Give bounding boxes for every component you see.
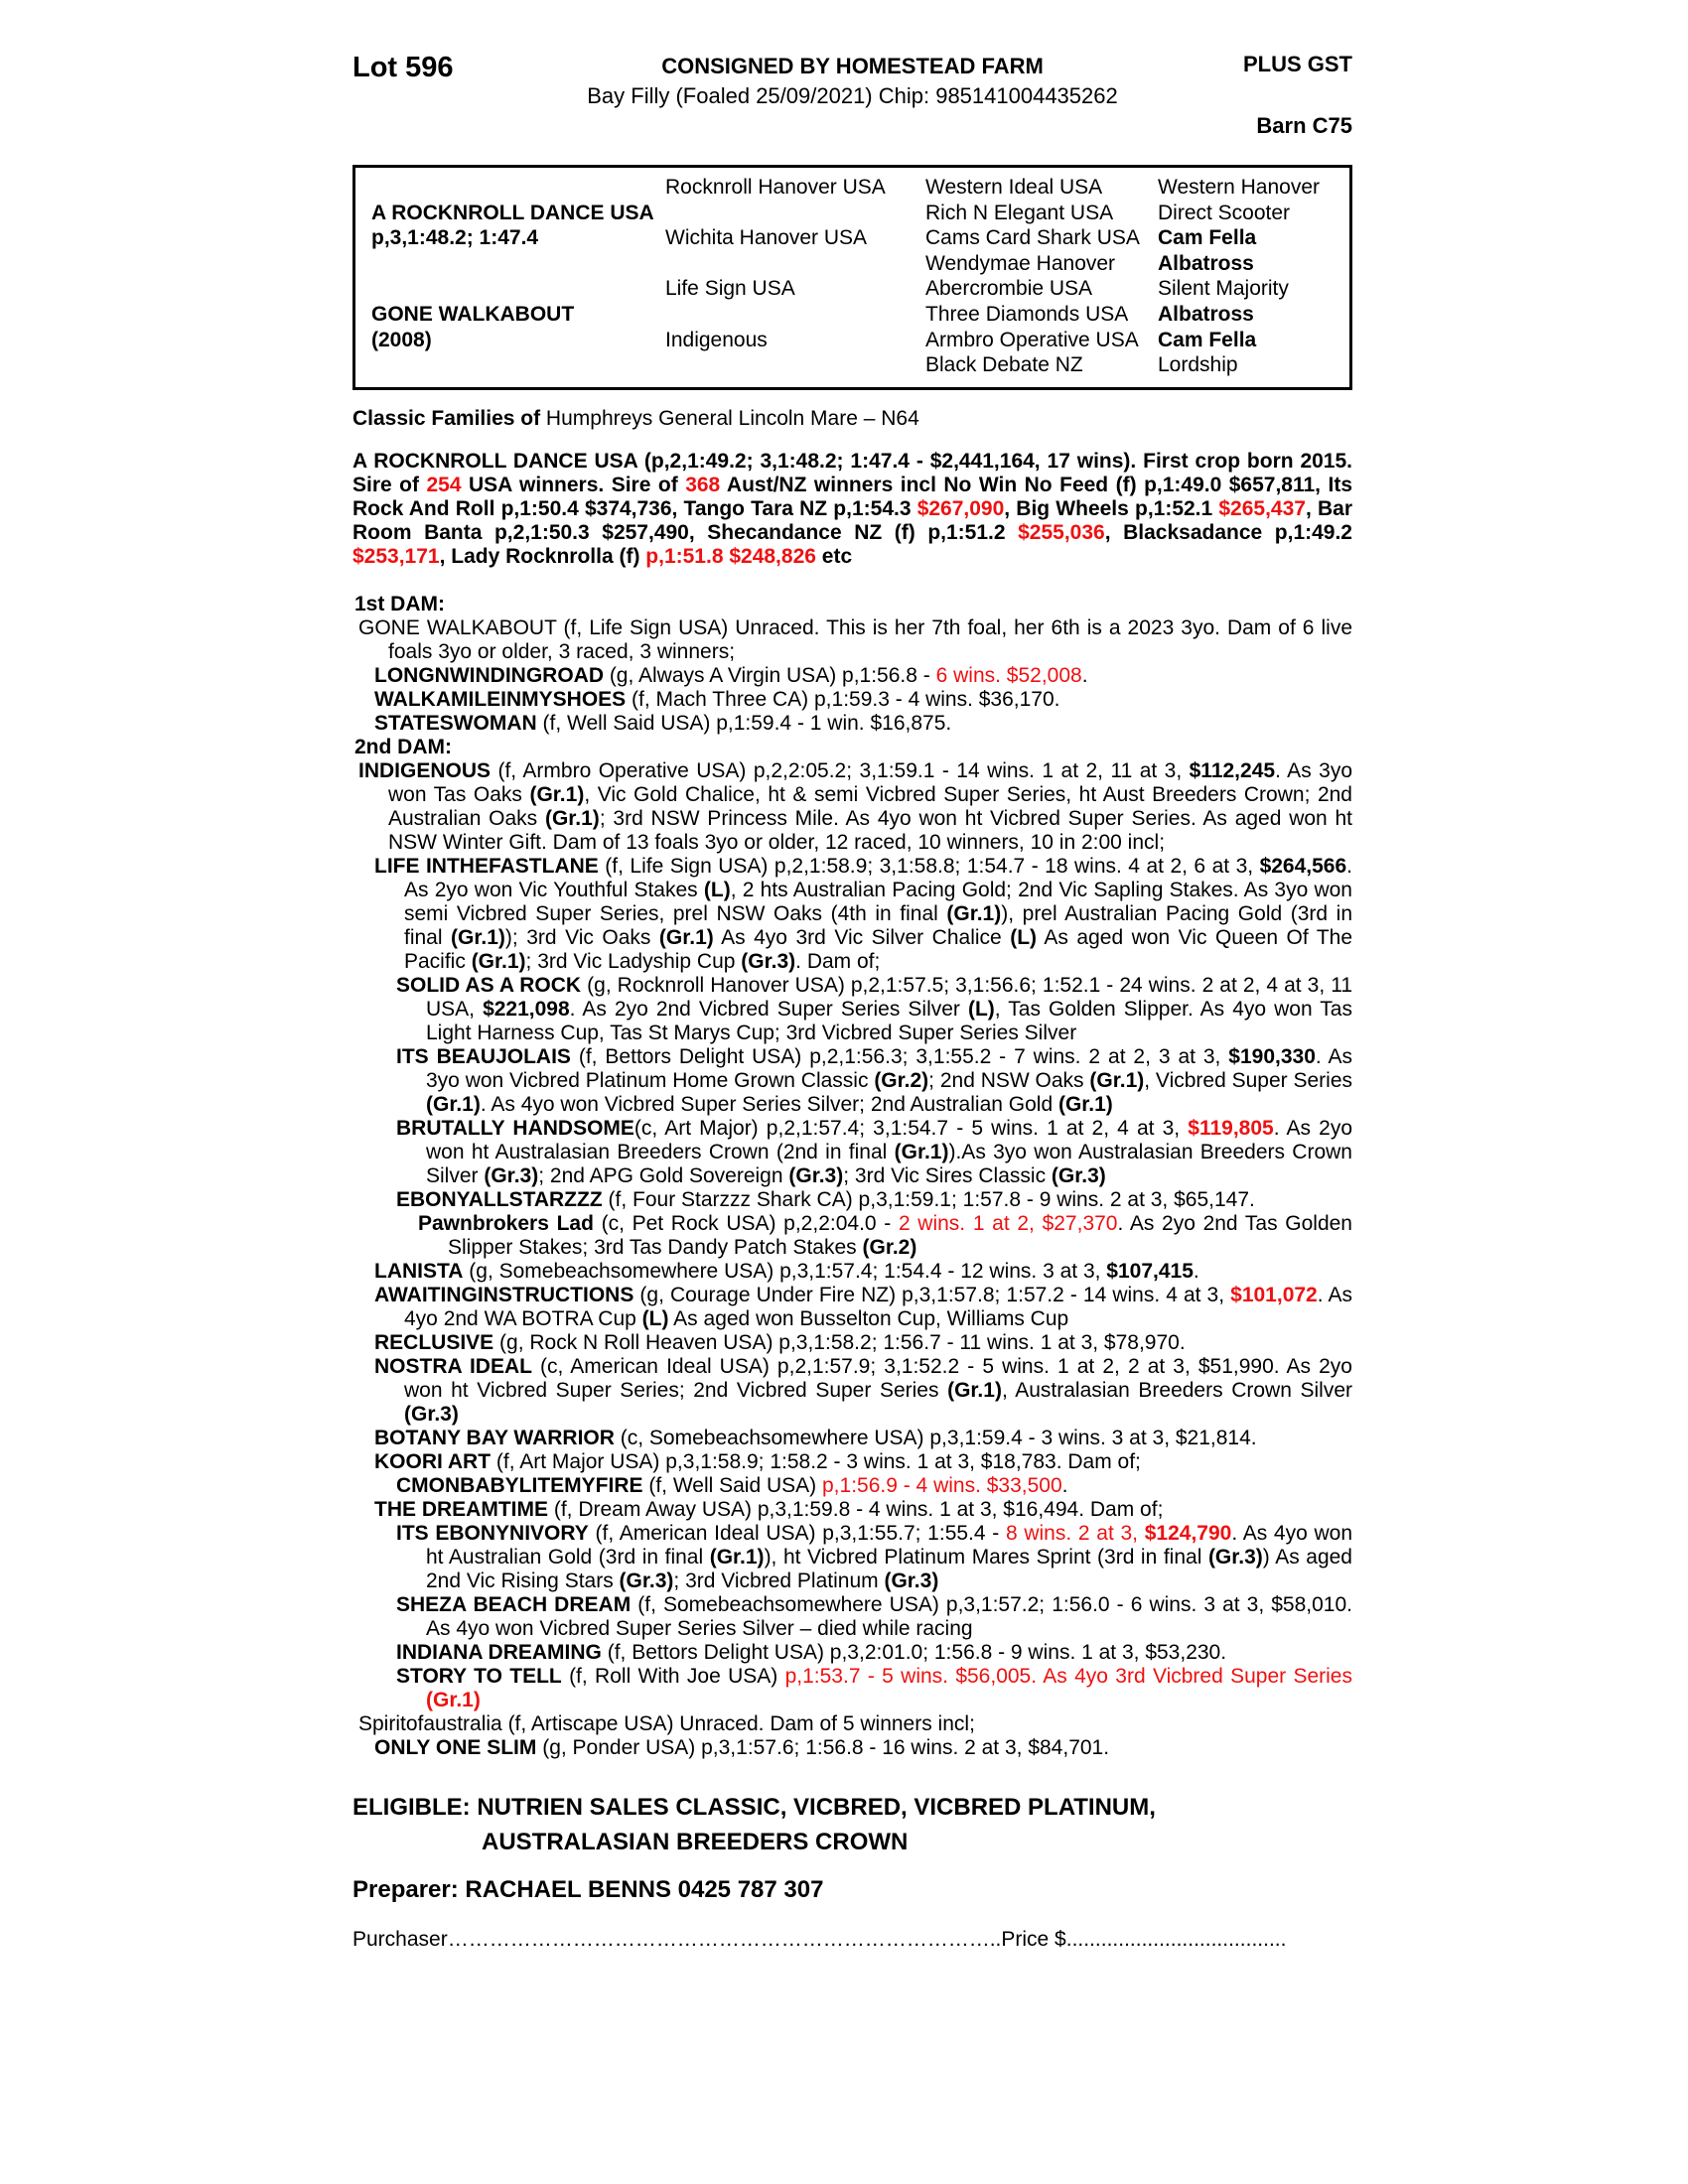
body-entry: INDIANA DREAMING (f, Bettors Delight USA…	[396, 1640, 1227, 1664]
body-entry: LONGNWINDINGROAD (g, Always A Virgin USA…	[374, 663, 1088, 687]
body-entry: STORY TO TELL (f, Roll With Joe USA) p,1…	[396, 1664, 1352, 1711]
body-entry: THE DREAMTIME (f, Dream Away USA) p,3,1:…	[374, 1497, 1164, 1521]
page-content: Lot 596 CONSIGNED BY HOMESTEAD FARM Bay …	[352, 0, 1352, 1952]
pedigree-cell: Lordship	[1158, 353, 1238, 377]
pedigree-notes: 1st DAM: GONE WALKABOUT (f, Life Sign USA…	[352, 593, 1352, 1760]
eligible-block: ELIGIBLE: NUTRIEN SALES CLASSIC, VICBRED…	[352, 1790, 1352, 1859]
pedigree-cell: Cam Fella	[1158, 226, 1257, 250]
body-entry: 1st DAM:	[354, 592, 446, 615]
body-entry: Pawnbrokers Lad (c, Pet Rock USA) p,2,2:…	[418, 1211, 1352, 1259]
body-entry: EBONYALLSTARZZZ (f, Four Starzzz Shark C…	[396, 1187, 1255, 1211]
pedigree-cell: Three Diamonds USA	[925, 302, 1129, 326]
body-entry: STATESWOMAN (f, Well Said USA) p,1:59.4 …	[374, 711, 952, 735]
lot-number: Lot 596	[352, 52, 454, 83]
sire-summary: A ROCKNROLL DANCE USA (p,2,1:49.2; 3,1:4…	[352, 449, 1352, 568]
pedigree-cell	[371, 276, 665, 302]
pedigree-cell: Western Hanover	[1158, 176, 1321, 199]
header-right: PLUS GST Barn C75	[1154, 52, 1352, 139]
pedigree-cell: p,3,1:48.2; 1:47.4	[371, 226, 539, 250]
body-entry: ITS BEAUJOLAIS (f, Bettors Delight USA) …	[396, 1044, 1352, 1116]
body-entry: AWAITINGINSTRUCTIONS (g, Courage Under F…	[374, 1283, 1352, 1330]
body-entry: INDIGENOUS (f, Armbro Operative USA) p,2…	[358, 758, 1352, 854]
pedigree-cell: A ROCKNROLL DANCE USA	[371, 201, 654, 224]
eligible-line-2: AUSTRALASIAN BREEDERS CROWN	[482, 1828, 909, 1855]
classic-families: Classic Families of Humphreys General Li…	[352, 407, 1352, 431]
body-entry: GONE WALKABOUT (f, Life Sign USA) Unrace…	[358, 615, 1352, 663]
pedigree-cell: Cam Fella	[1158, 328, 1257, 351]
purchaser-line: Purchaser……………………………………………………………………..Pri…	[352, 1927, 1287, 1951]
consignor-title: CONSIGNED BY HOMESTEAD FARM	[661, 54, 1044, 78]
pedigree-cell: GONE WALKABOUT	[371, 302, 575, 326]
body-entry: ONLY ONE SLIM (g, Ponder USA) p,3,1:57.6…	[374, 1735, 1110, 1759]
pedigree-cell	[371, 251, 665, 277]
body-entry: LIFE INTHEFASTLANE (f, Life Sign USA) p,…	[374, 854, 1352, 973]
pedigree-cell: Indigenous	[665, 328, 768, 351]
classic-families-label: Classic Families of	[352, 406, 541, 430]
body-entry: ITS EBONYNIVORY (f, American Ideal USA) …	[396, 1521, 1353, 1592]
pedigree-cell	[665, 352, 925, 378]
pedigree-cell: Armbro Operative USA	[925, 328, 1139, 351]
pedigree-cell: Albatross	[1158, 251, 1254, 275]
pedigree-cell: Wendymae Hanover	[925, 251, 1116, 275]
pedigree-cell: Abercrombie USA	[925, 277, 1093, 301]
body-entry: Spiritofaustralia (f, Artiscape USA) Unr…	[358, 1711, 975, 1735]
barn-number: Barn C75	[1256, 113, 1352, 138]
pedigree-cell: Albatross	[1158, 302, 1254, 326]
plus-gst-label: PLUS GST	[1242, 52, 1352, 76]
pedigree-cell	[665, 251, 925, 277]
body-entry: 2nd DAM:	[354, 735, 452, 758]
pedigree-cell: Western Ideal USA	[925, 176, 1103, 199]
pedigree-cell: (2008)	[371, 328, 432, 351]
header: Lot 596 CONSIGNED BY HOMESTEAD FARM Bay …	[352, 52, 1352, 139]
body-entry: SHEZA BEACH DREAM (f, Somebeachsomewhere…	[396, 1592, 1352, 1640]
pedigree-cell: Direct Scooter	[1158, 201, 1291, 224]
body-entry: CMONBABYLITEMYFIRE (f, Well Said USA) p,…	[396, 1473, 1068, 1497]
body-entry: BOTANY BAY WARRIOR (c, Somebeachsomewher…	[374, 1426, 1257, 1449]
body-entry: RECLUSIVE (g, Rock N Roll Heaven USA) p,…	[374, 1330, 1186, 1354]
foal-details: Bay Filly (Foaled 25/09/2021) Chip: 9851…	[587, 83, 1118, 108]
pedigree-cell: Cams Card Shark USA	[925, 226, 1140, 250]
pedigree-cell: Life Sign USA	[665, 277, 795, 301]
pedigree-cell	[665, 302, 925, 328]
pedigree-cell	[371, 352, 665, 378]
classic-families-value: Humphreys General Lincoln Mare – N64	[540, 406, 919, 430]
pedigree-cell: Rich N Elegant USA	[925, 201, 1114, 224]
body-entry: BRUTALLY HANDSOME(c, Art Major) p,2,1:57…	[396, 1116, 1352, 1187]
pedigree-table: Rocknroll Hanover USA Western Ideal USA We…	[352, 165, 1352, 390]
pedigree-cell: Silent Majority	[1158, 277, 1289, 301]
body-entry: SOLID AS A ROCK (g, Rocknroll Hanover US…	[396, 973, 1353, 1044]
body-entry: WALKAMILEINMYSHOES (f, Mach Three CA) p,…	[374, 687, 1060, 711]
body-entry: LANISTA (g, Somebeachsomewhere USA) p,3,…	[374, 1259, 1199, 1283]
pedigree-cell	[371, 175, 665, 201]
header-center: CONSIGNED BY HOMESTEAD FARM Bay Filly (F…	[551, 52, 1154, 111]
pedigree-cell: Rocknroll Hanover USA	[665, 176, 886, 199]
eligible-line-1: ELIGIBLE: NUTRIEN SALES CLASSIC, VICBRED…	[352, 1793, 1156, 1821]
body-entry: KOORI ART (f, Art Major USA) p,3,1:58.9;…	[374, 1449, 1141, 1473]
preparer-line: Preparer: RACHAEL BENNS 0425 787 307	[352, 1875, 824, 1903]
body-entry: NOSTRA IDEAL (c, American Ideal USA) p,2…	[374, 1354, 1352, 1426]
pedigree-cell: Wichita Hanover USA	[665, 226, 868, 250]
pedigree-cell	[665, 201, 925, 226]
pedigree-cell: Black Debate NZ	[925, 353, 1083, 377]
